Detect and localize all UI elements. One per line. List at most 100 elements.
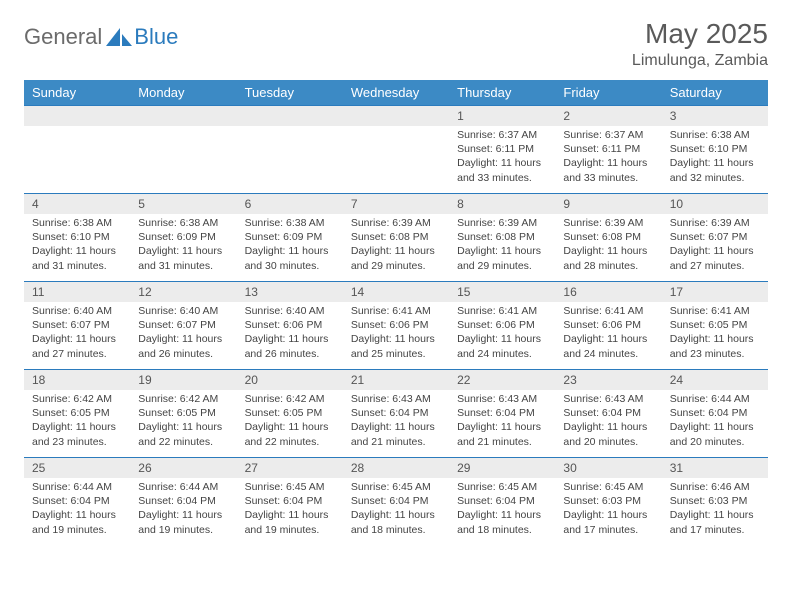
sunset-line: Sunset: 6:07 PM (32, 318, 122, 332)
sunrise-line: Sunrise: 6:38 AM (32, 216, 122, 230)
day-number: 16 (555, 282, 661, 302)
dow-sunday: Sunday (24, 80, 130, 106)
daylight-line: Daylight: 11 hours and 17 minutes. (563, 508, 653, 536)
week-row: 4Sunrise: 6:38 AMSunset: 6:10 PMDaylight… (24, 194, 768, 282)
brand-logo: General Blue (24, 24, 178, 50)
day-number: 5 (130, 194, 236, 214)
sunset-line: Sunset: 6:04 PM (351, 494, 441, 508)
sunrise-line: Sunrise: 6:39 AM (351, 216, 441, 230)
daylight-line: Daylight: 11 hours and 27 minutes. (32, 332, 122, 360)
day-details: Sunrise: 6:40 AMSunset: 6:06 PMDaylight:… (237, 302, 343, 367)
sunset-line: Sunset: 6:04 PM (245, 494, 335, 508)
sunrise-line: Sunrise: 6:37 AM (563, 128, 653, 142)
sunrise-line: Sunrise: 6:41 AM (563, 304, 653, 318)
day-number (343, 106, 449, 126)
sunrise-line: Sunrise: 6:41 AM (351, 304, 441, 318)
day-number: 18 (24, 370, 130, 390)
day-cell: 10Sunrise: 6:39 AMSunset: 6:07 PMDayligh… (662, 194, 768, 282)
day-number: 29 (449, 458, 555, 478)
day-cell: 1Sunrise: 6:37 AMSunset: 6:11 PMDaylight… (449, 106, 555, 194)
day-details: Sunrise: 6:38 AMSunset: 6:10 PMDaylight:… (24, 214, 130, 279)
sunset-line: Sunset: 6:04 PM (457, 406, 547, 420)
sunrise-line: Sunrise: 6:43 AM (457, 392, 547, 406)
day-details: Sunrise: 6:38 AMSunset: 6:10 PMDaylight:… (662, 126, 768, 191)
day-details: Sunrise: 6:40 AMSunset: 6:07 PMDaylight:… (130, 302, 236, 367)
header: General Blue May 2025 Limulunga, Zambia (24, 18, 768, 70)
sunrise-line: Sunrise: 6:41 AM (670, 304, 760, 318)
day-number: 21 (343, 370, 449, 390)
calendar-table: Sunday Monday Tuesday Wednesday Thursday… (24, 80, 768, 546)
sunset-line: Sunset: 6:09 PM (138, 230, 228, 244)
day-details: Sunrise: 6:38 AMSunset: 6:09 PMDaylight:… (130, 214, 236, 279)
day-number: 4 (24, 194, 130, 214)
daylight-line: Daylight: 11 hours and 21 minutes. (351, 420, 441, 448)
daylight-line: Daylight: 11 hours and 22 minutes. (138, 420, 228, 448)
day-details: Sunrise: 6:46 AMSunset: 6:03 PMDaylight:… (662, 478, 768, 543)
day-details: Sunrise: 6:37 AMSunset: 6:11 PMDaylight:… (449, 126, 555, 191)
day-number: 9 (555, 194, 661, 214)
daylight-line: Daylight: 11 hours and 19 minutes. (245, 508, 335, 536)
day-number: 14 (343, 282, 449, 302)
sunrise-line: Sunrise: 6:44 AM (670, 392, 760, 406)
daylight-line: Daylight: 11 hours and 33 minutes. (563, 156, 653, 184)
day-cell: 20Sunrise: 6:42 AMSunset: 6:05 PMDayligh… (237, 370, 343, 458)
sunrise-line: Sunrise: 6:37 AM (457, 128, 547, 142)
day-cell: 24Sunrise: 6:44 AMSunset: 6:04 PMDayligh… (662, 370, 768, 458)
sunset-line: Sunset: 6:11 PM (563, 142, 653, 156)
day-cell: 30Sunrise: 6:45 AMSunset: 6:03 PMDayligh… (555, 458, 661, 546)
day-cell: 14Sunrise: 6:41 AMSunset: 6:06 PMDayligh… (343, 282, 449, 370)
day-cell: 12Sunrise: 6:40 AMSunset: 6:07 PMDayligh… (130, 282, 236, 370)
sunrise-line: Sunrise: 6:38 AM (138, 216, 228, 230)
day-number: 12 (130, 282, 236, 302)
sunrise-line: Sunrise: 6:42 AM (245, 392, 335, 406)
daylight-line: Daylight: 11 hours and 19 minutes. (32, 508, 122, 536)
daylight-line: Daylight: 11 hours and 19 minutes. (138, 508, 228, 536)
day-details: Sunrise: 6:41 AMSunset: 6:05 PMDaylight:… (662, 302, 768, 367)
daylight-line: Daylight: 11 hours and 23 minutes. (670, 332, 760, 360)
day-cell: 13Sunrise: 6:40 AMSunset: 6:06 PMDayligh… (237, 282, 343, 370)
sunrise-line: Sunrise: 6:42 AM (138, 392, 228, 406)
day-details: Sunrise: 6:42 AMSunset: 6:05 PMDaylight:… (24, 390, 130, 455)
day-details: Sunrise: 6:41 AMSunset: 6:06 PMDaylight:… (555, 302, 661, 367)
sunrise-line: Sunrise: 6:38 AM (670, 128, 760, 142)
sunset-line: Sunset: 6:04 PM (563, 406, 653, 420)
daylight-line: Daylight: 11 hours and 18 minutes. (457, 508, 547, 536)
sunset-line: Sunset: 6:06 PM (351, 318, 441, 332)
sunset-line: Sunset: 6:04 PM (32, 494, 122, 508)
day-details: Sunrise: 6:44 AMSunset: 6:04 PMDaylight:… (130, 478, 236, 543)
sunset-line: Sunset: 6:06 PM (563, 318, 653, 332)
day-number: 26 (130, 458, 236, 478)
day-cell: 18Sunrise: 6:42 AMSunset: 6:05 PMDayligh… (24, 370, 130, 458)
sunrise-line: Sunrise: 6:40 AM (138, 304, 228, 318)
day-details: Sunrise: 6:39 AMSunset: 6:08 PMDaylight:… (343, 214, 449, 279)
page-title: May 2025 (632, 18, 768, 50)
sunrise-line: Sunrise: 6:39 AM (670, 216, 760, 230)
calendar-body: 1Sunrise: 6:37 AMSunset: 6:11 PMDaylight… (24, 106, 768, 546)
daylight-line: Daylight: 11 hours and 20 minutes. (563, 420, 653, 448)
day-details: Sunrise: 6:41 AMSunset: 6:06 PMDaylight:… (449, 302, 555, 367)
day-details (130, 126, 236, 134)
dow-tuesday: Tuesday (237, 80, 343, 106)
day-cell: 9Sunrise: 6:39 AMSunset: 6:08 PMDaylight… (555, 194, 661, 282)
day-number: 10 (662, 194, 768, 214)
day-number: 15 (449, 282, 555, 302)
sunrise-line: Sunrise: 6:39 AM (563, 216, 653, 230)
sunset-line: Sunset: 6:10 PM (32, 230, 122, 244)
day-number: 11 (24, 282, 130, 302)
day-details: Sunrise: 6:39 AMSunset: 6:08 PMDaylight:… (555, 214, 661, 279)
sunset-line: Sunset: 6:05 PM (245, 406, 335, 420)
week-row: 1Sunrise: 6:37 AMSunset: 6:11 PMDaylight… (24, 106, 768, 194)
day-number (130, 106, 236, 126)
day-details: Sunrise: 6:42 AMSunset: 6:05 PMDaylight:… (237, 390, 343, 455)
day-cell: 27Sunrise: 6:45 AMSunset: 6:04 PMDayligh… (237, 458, 343, 546)
title-block: May 2025 Limulunga, Zambia (632, 18, 768, 70)
daylight-line: Daylight: 11 hours and 29 minutes. (457, 244, 547, 272)
day-details: Sunrise: 6:45 AMSunset: 6:04 PMDaylight:… (237, 478, 343, 543)
sunset-line: Sunset: 6:05 PM (138, 406, 228, 420)
sunset-line: Sunset: 6:08 PM (563, 230, 653, 244)
day-details: Sunrise: 6:45 AMSunset: 6:04 PMDaylight:… (449, 478, 555, 543)
daylight-line: Daylight: 11 hours and 26 minutes. (138, 332, 228, 360)
daylight-line: Daylight: 11 hours and 26 minutes. (245, 332, 335, 360)
day-number: 28 (343, 458, 449, 478)
day-details: Sunrise: 6:38 AMSunset: 6:09 PMDaylight:… (237, 214, 343, 279)
